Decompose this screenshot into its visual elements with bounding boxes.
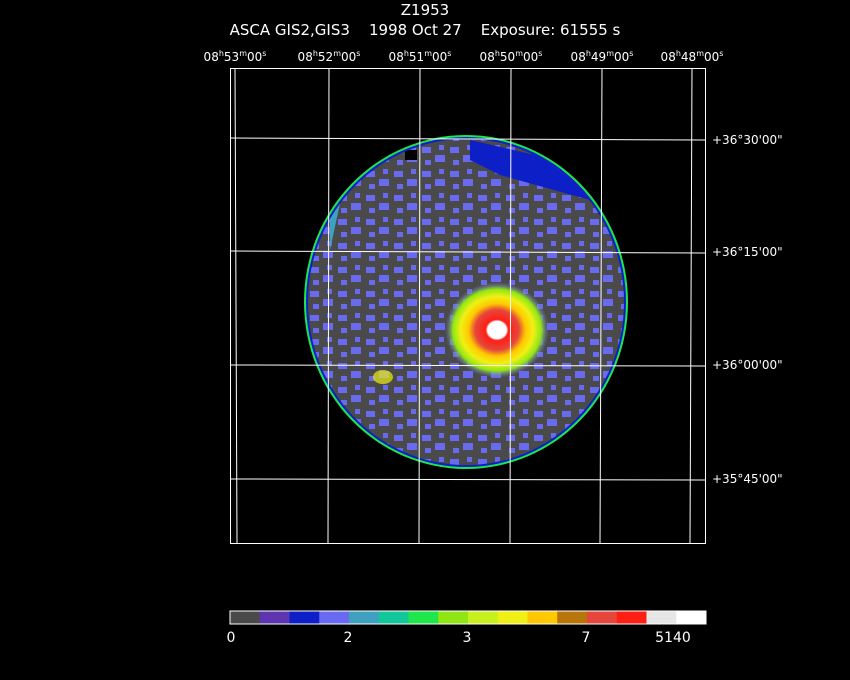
dec-label-1: +36°30'00" — [712, 133, 783, 147]
colorbar-swatch — [349, 611, 380, 624]
image-subtitle: ASCA GIS2,GIS3 1998 Oct 27 Exposure: 615… — [0, 21, 850, 39]
colorbar-swatch — [646, 611, 677, 624]
ra-label-3: 08h51m00s — [388, 49, 452, 64]
ra-label-6: 08h48m00s — [660, 49, 724, 64]
point-source — [373, 370, 393, 384]
coordinate-grid — [229, 67, 706, 544]
dec-label-3: +36°00'00" — [712, 358, 783, 372]
colorbar-swatch — [557, 611, 588, 624]
ra-label-5: 08h49m00s — [570, 49, 634, 64]
ra-label-4: 08h50m00s — [479, 49, 543, 64]
colorbar-swatch — [259, 611, 290, 624]
image-title: Z1953 — [400, 1, 450, 19]
exposure-time: Exposure: 61555 s — [480, 21, 621, 39]
mission-instruments: ASCA GIS2,GIS3 — [229, 21, 350, 39]
dec-label-4: +35°45'00" — [712, 472, 783, 486]
colorbar-swatch — [587, 611, 618, 624]
ra-label-1: 08h53m00s — [203, 49, 267, 64]
cluster-source — [445, 282, 549, 378]
colorbar-swatch — [230, 611, 261, 624]
colorbar-swatch — [527, 611, 558, 624]
colorbar-tick-3: 3 — [462, 630, 472, 646]
colorbar-swatch — [319, 611, 350, 624]
colorbar-tick-2: 2 — [343, 630, 353, 646]
colorbar-swatch — [468, 611, 499, 624]
colorbar-tick-max: 5140 — [655, 630, 691, 646]
colorbar-swatch — [676, 611, 707, 624]
colorbar-swatch — [438, 611, 469, 624]
ra-label-2: 08h52m00s — [297, 49, 361, 64]
dec-label-2: +36°15'00" — [712, 245, 783, 259]
colorbar-tick-0: 0 — [226, 630, 236, 646]
colorbar-frame — [229, 610, 707, 625]
colorbar-swatch — [408, 611, 439, 624]
colorbar-swatch — [378, 611, 409, 624]
colorbar-swatch — [497, 611, 528, 624]
colorbar-swatch — [289, 611, 320, 624]
colorbar-swatch — [616, 611, 647, 624]
observation-date: 1998 Oct 27 — [368, 21, 462, 39]
colorbar — [230, 611, 707, 624]
colorbar-tick-7: 7 — [581, 630, 591, 646]
